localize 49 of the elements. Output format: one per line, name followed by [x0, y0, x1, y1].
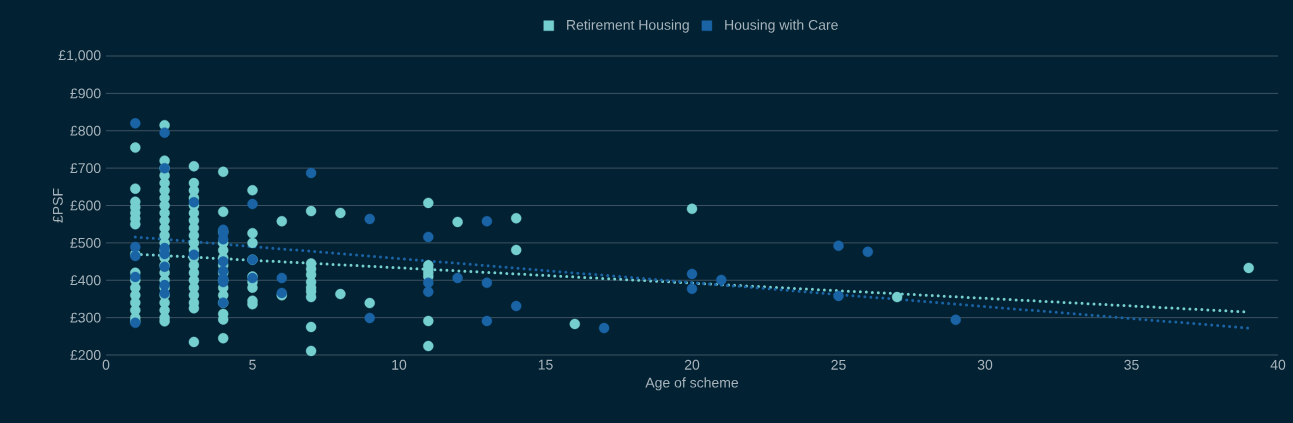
point — [130, 271, 141, 283]
y-tick-label: £500 — [70, 237, 101, 248]
y-tick-label: £400 — [70, 275, 101, 286]
point — [130, 241, 141, 253]
point — [481, 315, 493, 327]
y-tick-label: £800 — [70, 125, 101, 136]
x-tick-label: 15 — [538, 359, 553, 370]
point — [716, 274, 727, 286]
x-tick-label: 35 — [1124, 359, 1139, 370]
x-tick-label: 30 — [977, 359, 993, 370]
y-tick-label: £1,000 — [58, 50, 101, 62]
y-axis-title: £PSF — [52, 188, 63, 223]
point — [130, 118, 141, 129]
point — [305, 167, 317, 179]
x-tick-label: 10 — [392, 359, 407, 370]
point — [188, 196, 200, 208]
x-tick-label: 40 — [1270, 359, 1286, 370]
x-tick-label: 5 — [249, 359, 256, 370]
point — [598, 322, 610, 334]
y-tick-label: £200 — [70, 350, 101, 360]
point — [862, 246, 874, 258]
point — [511, 300, 522, 312]
point — [452, 272, 463, 284]
point — [247, 198, 258, 210]
point — [218, 256, 229, 267]
point — [833, 240, 844, 252]
point — [423, 286, 434, 298]
point — [364, 213, 375, 225]
y-tick-label: £900 — [70, 88, 101, 99]
point — [423, 231, 434, 243]
point — [481, 277, 493, 289]
point — [276, 272, 287, 284]
legend-label: Housing with Care — [725, 19, 838, 33]
y-tick-label: £600 — [70, 200, 101, 211]
x-tick-label: 20 — [684, 359, 700, 370]
point — [686, 283, 698, 295]
point — [159, 127, 170, 138]
legend-label: Retirement Housing — [567, 19, 689, 33]
point — [686, 268, 698, 280]
point — [833, 290, 844, 302]
point — [481, 216, 493, 227]
y-tick-label: £700 — [70, 163, 101, 174]
point — [364, 312, 375, 324]
x-axis-title: Age of scheme — [645, 377, 739, 391]
point — [950, 314, 961, 326]
x-tick-label: 0 — [102, 359, 110, 370]
point — [423, 277, 434, 289]
y-tick-label: £300 — [70, 312, 101, 323]
x-tick-label: 25 — [831, 359, 846, 370]
